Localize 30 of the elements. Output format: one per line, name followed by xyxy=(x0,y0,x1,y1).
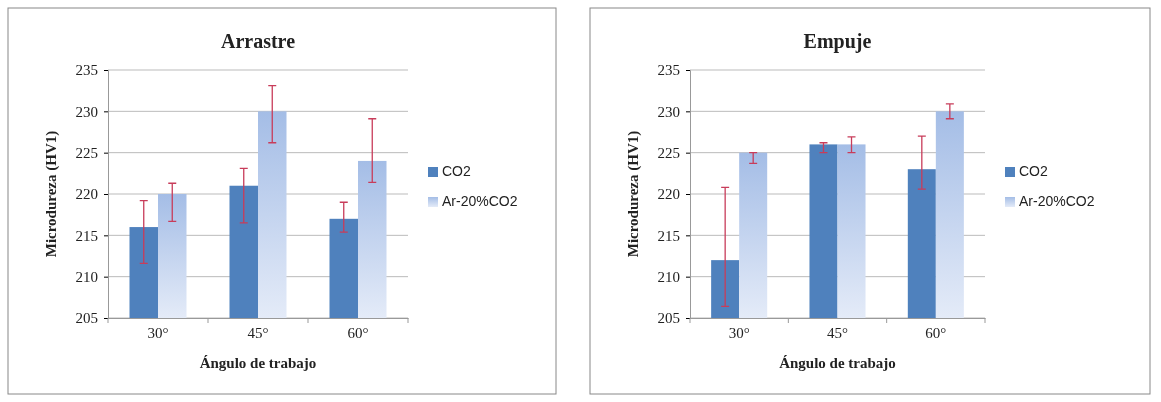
x-tick-label: 45° xyxy=(247,324,269,341)
y-tick-label: 225 xyxy=(657,144,680,161)
x-tick-label: 60° xyxy=(347,324,369,341)
y-tick-label: 230 xyxy=(657,103,680,120)
x-axis-title: Ángulo de trabajo xyxy=(199,355,317,371)
y-tick-label: 215 xyxy=(657,227,680,244)
chart-title: Empuje xyxy=(803,30,872,53)
y-tick-label: 210 xyxy=(657,268,680,285)
y-tick-label: 205 xyxy=(75,310,98,327)
y-tick-label: 215 xyxy=(75,227,98,244)
legend-label: CO2 xyxy=(1019,163,1048,179)
legend-label: CO2 xyxy=(442,163,471,179)
legend-label: Ar-20%CO2 xyxy=(1019,193,1095,209)
legend-label: Ar-20%CO2 xyxy=(442,193,518,209)
y-tick-label: 210 xyxy=(75,268,98,285)
x-tick-label: 30° xyxy=(147,324,169,341)
y-tick-label: 235 xyxy=(657,62,680,79)
x-axis-title: Ángulo de trabajo xyxy=(779,355,896,371)
y-tick-label: 220 xyxy=(657,186,680,203)
y-tick-label: 205 xyxy=(657,310,680,327)
y-tick-label: 235 xyxy=(75,62,98,79)
y-tick-label: 230 xyxy=(75,103,98,120)
y-tick-label: 220 xyxy=(75,186,98,203)
x-tick-label: 45° xyxy=(827,324,848,341)
y-axis-title: Microdureza (HV1) xyxy=(43,130,60,258)
x-tick-label: 60° xyxy=(925,324,947,341)
y-axis-title: Microdureza (HV1) xyxy=(625,130,642,258)
y-tick-label: 225 xyxy=(75,144,98,161)
x-tick-label: 30° xyxy=(728,324,750,341)
chart-title: Arrastre xyxy=(220,30,296,52)
